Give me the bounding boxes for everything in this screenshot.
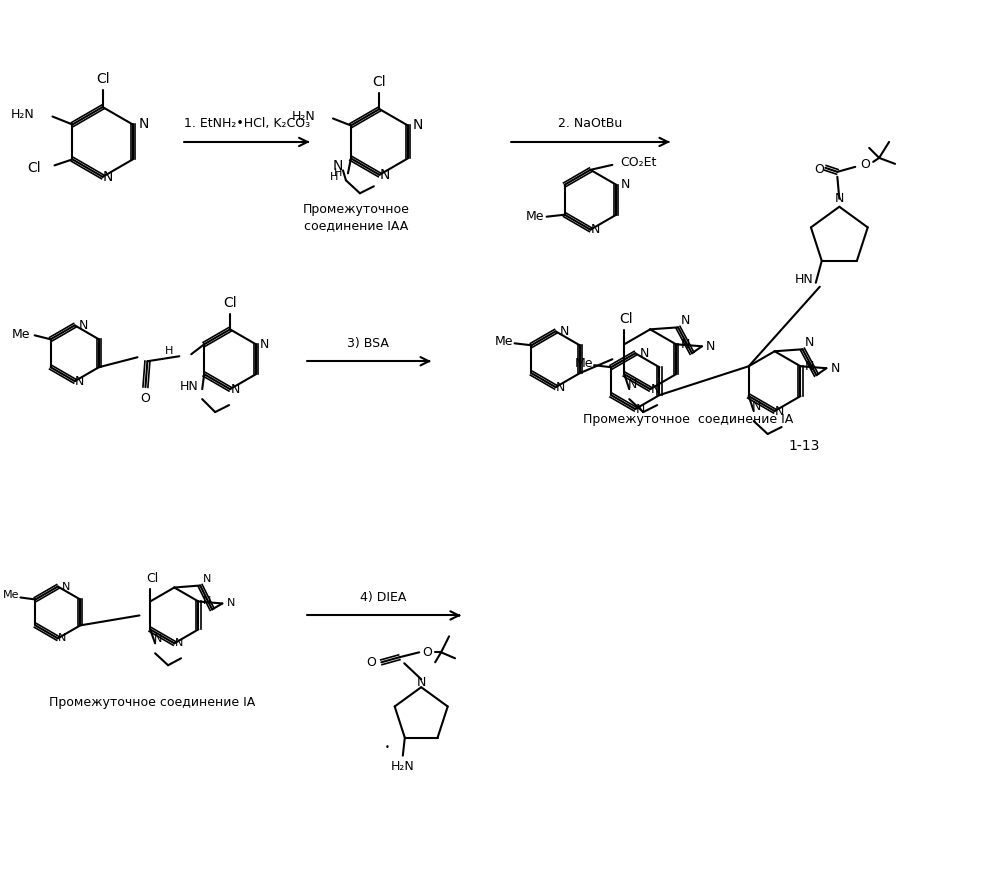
Text: N: N bbox=[175, 638, 183, 648]
Text: Me: Me bbox=[11, 327, 30, 341]
Text: N: N bbox=[680, 314, 690, 327]
Text: N: N bbox=[636, 402, 645, 415]
Text: Me: Me bbox=[525, 210, 544, 223]
Text: N: N bbox=[556, 381, 565, 394]
Text: O: O bbox=[422, 645, 432, 658]
Text: 3) BSA: 3) BSA bbox=[347, 337, 389, 350]
Text: N: N bbox=[831, 361, 840, 375]
Text: N: N bbox=[58, 633, 66, 644]
Text: N: N bbox=[75, 375, 84, 388]
Text: N: N bbox=[752, 400, 761, 413]
Text: HN: HN bbox=[794, 273, 813, 287]
Text: N: N bbox=[154, 634, 162, 645]
Text: O: O bbox=[366, 656, 376, 669]
Text: 4) DIEA: 4) DIEA bbox=[360, 591, 407, 604]
Text: N: N bbox=[805, 336, 814, 348]
Text: N: N bbox=[230, 382, 240, 395]
Text: N: N bbox=[139, 118, 149, 132]
Text: HN: HN bbox=[180, 380, 199, 393]
Text: N: N bbox=[227, 598, 235, 609]
Text: H: H bbox=[165, 347, 174, 356]
Text: N: N bbox=[333, 159, 343, 173]
Text: H₂N: H₂N bbox=[11, 108, 35, 121]
Text: 1-13: 1-13 bbox=[789, 439, 820, 453]
Text: N: N bbox=[102, 170, 113, 184]
Text: Me: Me bbox=[3, 591, 20, 600]
Text: Me: Me bbox=[494, 334, 513, 348]
Text: N: N bbox=[621, 179, 630, 192]
Text: Cl: Cl bbox=[223, 296, 237, 310]
Text: N: N bbox=[413, 118, 423, 132]
Text: Cl: Cl bbox=[619, 313, 633, 327]
Text: N: N bbox=[650, 382, 660, 395]
Text: N: N bbox=[379, 168, 390, 182]
Text: Cl: Cl bbox=[146, 572, 158, 585]
Text: N: N bbox=[591, 223, 600, 236]
Text: N: N bbox=[62, 582, 70, 591]
Text: O: O bbox=[814, 164, 824, 176]
Text: Cl: Cl bbox=[373, 75, 386, 89]
Text: соединение IAA: соединение IAA bbox=[304, 219, 409, 233]
Text: 1. EtNH₂•HCl, K₂CO₃: 1. EtNH₂•HCl, K₂CO₃ bbox=[184, 118, 310, 131]
Text: Cl: Cl bbox=[27, 161, 41, 175]
Text: H: H bbox=[330, 172, 338, 182]
Text: Промежуточное: Промежуточное bbox=[303, 203, 410, 216]
Text: N: N bbox=[560, 325, 569, 338]
Text: O: O bbox=[860, 159, 870, 172]
Text: N: N bbox=[680, 338, 690, 351]
Text: N: N bbox=[640, 347, 649, 360]
Text: N: N bbox=[79, 319, 88, 332]
Text: •: • bbox=[384, 743, 389, 753]
Text: H₂N: H₂N bbox=[291, 110, 315, 123]
Text: Cl: Cl bbox=[96, 72, 109, 86]
Text: Промежуточное соединение IA: Промежуточное соединение IA bbox=[49, 696, 256, 709]
Text: H₂N: H₂N bbox=[391, 760, 415, 773]
Text: Me: Me bbox=[575, 357, 593, 369]
Text: N: N bbox=[203, 573, 211, 584]
Text: N: N bbox=[706, 340, 716, 353]
Text: O: O bbox=[140, 392, 150, 405]
Text: N: N bbox=[835, 192, 844, 206]
Text: CO₂Et: CO₂Et bbox=[620, 157, 656, 169]
Text: N: N bbox=[203, 597, 212, 606]
Text: H: H bbox=[334, 168, 342, 179]
Text: N: N bbox=[417, 676, 426, 689]
Text: N: N bbox=[775, 404, 784, 417]
Text: N: N bbox=[628, 378, 637, 391]
Text: N: N bbox=[260, 338, 270, 351]
Text: Промежуточное  соединение IA: Промежуточное соединение IA bbox=[583, 413, 793, 426]
Text: N: N bbox=[805, 360, 814, 373]
Text: 2. NaOtBu: 2. NaOtBu bbox=[558, 118, 623, 131]
